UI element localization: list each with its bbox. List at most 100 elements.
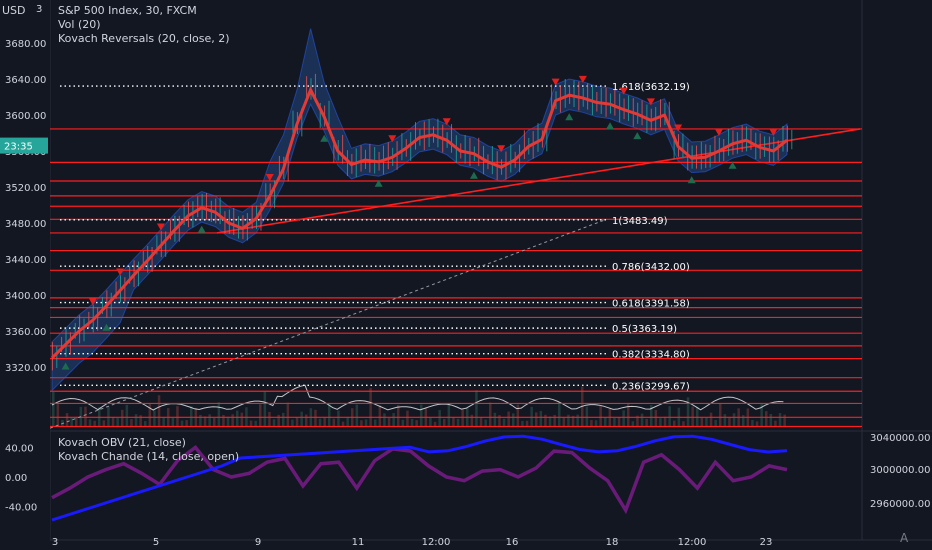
reversal-down-marker — [714, 129, 723, 136]
volume-bar — [79, 406, 83, 426]
volume-bar — [180, 420, 184, 426]
volume-bar — [429, 417, 432, 426]
volume-bar — [111, 417, 115, 426]
volume-bar — [709, 412, 713, 426]
fib-label: 1(3483.49) — [612, 216, 668, 227]
kovach-obv-label[interactable]: Kovach OBV (21, close) — [58, 436, 186, 449]
volume-bar — [263, 391, 267, 426]
volume-bar — [341, 421, 345, 426]
volume-bar — [153, 410, 156, 426]
time-tick-label: 5 — [153, 537, 159, 548]
kovach-chande-label[interactable]: Kovach Chande (14, close, open) — [58, 450, 240, 463]
volume-bar — [654, 410, 658, 426]
volume-bar — [203, 416, 207, 426]
volume-bar — [438, 410, 441, 426]
reversal-up-marker — [565, 113, 574, 121]
volume-bar — [691, 406, 694, 426]
reversal-down-marker — [578, 75, 587, 83]
fib-label: 1.618(3632.19) — [612, 82, 690, 93]
volume-bar — [360, 420, 363, 426]
volume-bar — [107, 406, 110, 426]
lower-right-tick: 3040000.00 — [870, 433, 930, 444]
volume-bar — [590, 420, 593, 426]
volume-bar — [318, 418, 322, 426]
volume-bar — [222, 414, 225, 426]
volume-bar — [544, 414, 547, 426]
volume-bar — [502, 418, 506, 426]
volume-bar — [157, 395, 161, 426]
volume-bar — [553, 414, 556, 426]
time-tick-label: 11 — [352, 537, 365, 548]
volume-bar — [162, 417, 165, 426]
volume-bar — [663, 416, 667, 426]
volume-bar — [93, 420, 96, 426]
volume-bar — [88, 419, 92, 426]
volume-bar — [84, 406, 87, 426]
volume-bar — [272, 419, 276, 426]
volume-indicator-label[interactable]: Vol (20) — [58, 18, 101, 31]
volume-bar — [406, 410, 409, 426]
volume-bar — [783, 414, 786, 426]
volume-bar — [686, 397, 690, 426]
volume-bar — [397, 405, 400, 426]
reversal-markers — [61, 75, 778, 370]
volume-bar — [295, 417, 299, 426]
volume-bar — [369, 388, 372, 426]
volume-bar — [627, 403, 630, 426]
volume-bar — [525, 420, 529, 426]
time-axis[interactable]: 3 5 9 11 12:00 16 18 12:00 23 — [52, 537, 773, 548]
auto-scale-icon[interactable]: A — [900, 531, 909, 545]
reversal-down-marker — [769, 129, 778, 136]
volume-bar — [567, 414, 570, 426]
reversal-up-marker — [606, 122, 615, 130]
volume-bar — [539, 410, 543, 426]
volume-bar — [484, 419, 487, 426]
price-axis[interactable]: 3680.003640.003600.003560.003520.003480.… — [0, 0, 50, 550]
reversal-up-marker — [687, 176, 696, 184]
volume-bar — [447, 404, 451, 426]
symbol-title[interactable]: S&P 500 Index, 30, FXCM — [58, 4, 197, 17]
reversal-up-marker — [374, 179, 383, 187]
volume-bar — [521, 420, 524, 426]
volume-bar — [548, 416, 552, 426]
kovach-reversals-label[interactable]: Kovach Reversals (20, close, 2) — [58, 32, 230, 45]
volume-bar — [61, 419, 64, 426]
main-legend: S&P 500 Index, 30, FXCM Vol (20) Kovach … — [58, 4, 230, 46]
time-tick-label: 9 — [255, 537, 261, 548]
volume-bar — [226, 416, 230, 426]
volume-bar — [475, 390, 478, 426]
volume-bar — [760, 403, 763, 426]
volume-bar — [751, 420, 754, 426]
reversal-up-marker — [102, 323, 111, 331]
volume-bar — [282, 412, 285, 426]
time-tick-label: 12:00 — [678, 537, 707, 548]
price-tick-label: 3360.00 — [5, 327, 46, 338]
reversal-up-marker — [320, 134, 329, 142]
price-tick-clipped: 3 — [36, 4, 42, 15]
reversal-down-marker — [88, 298, 97, 306]
volume-bar — [328, 403, 331, 426]
volume-bar — [714, 420, 717, 426]
price-tick-label: 3640.00 — [5, 75, 46, 86]
trend-lines — [49, 128, 861, 429]
time-tick-label: 12:00 — [422, 537, 451, 548]
volume-bar — [392, 413, 395, 426]
reversal-down-marker — [497, 145, 506, 153]
volume-bar — [705, 417, 708, 426]
volume-bar — [456, 418, 460, 426]
volume-bar — [613, 417, 616, 426]
volume-bar — [470, 414, 474, 426]
volume-bar — [56, 402, 60, 426]
volume-bar — [594, 420, 598, 426]
volume-bar — [245, 407, 248, 426]
volume-bar — [130, 419, 133, 426]
currency-label[interactable]: USD — [2, 4, 26, 17]
volume-bar — [673, 420, 676, 426]
reversal-down-marker — [646, 98, 655, 106]
volume-bar — [558, 402, 561, 426]
fib-label: 0.786(3432.00) — [612, 262, 690, 273]
volume-bar — [742, 415, 745, 426]
volume-bar — [562, 417, 566, 426]
volume-bar — [300, 411, 303, 426]
